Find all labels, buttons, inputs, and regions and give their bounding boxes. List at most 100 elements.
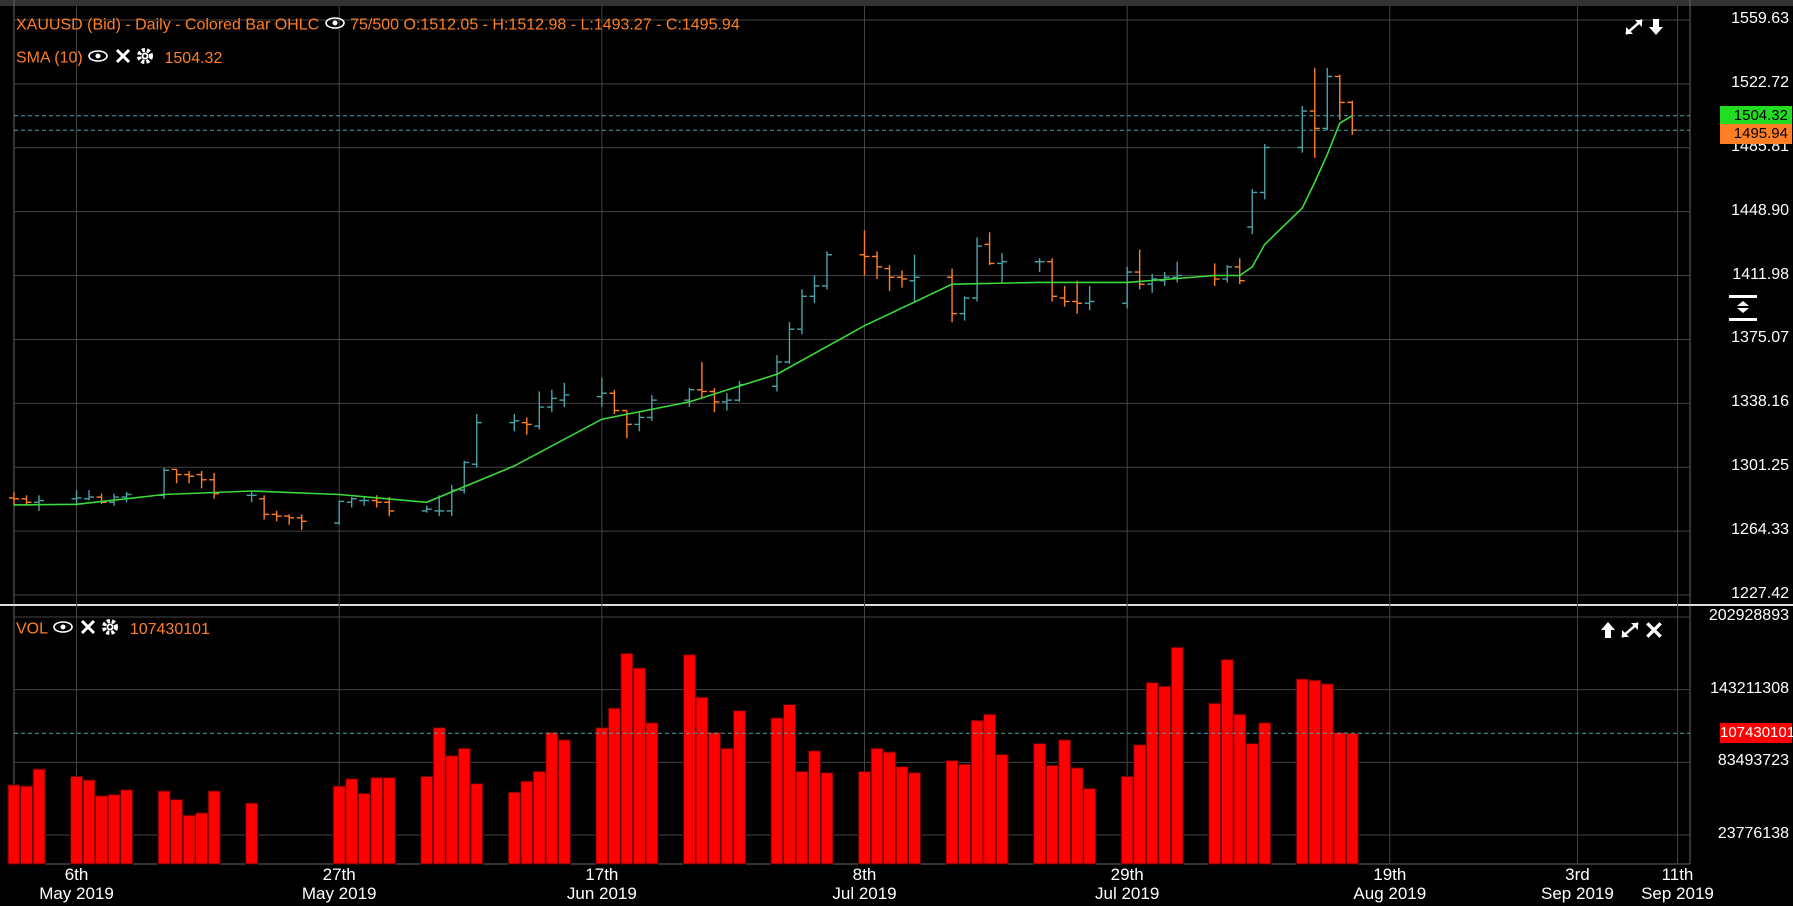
ohlc-bar xyxy=(1234,258,1245,285)
arrow-down-icon[interactable] xyxy=(1648,18,1664,41)
volume-bar xyxy=(1170,646,1184,865)
time-tick-label: 3rd Sep 2019 xyxy=(1532,865,1622,903)
volume-bar xyxy=(795,770,809,865)
close-icon[interactable] xyxy=(114,47,132,70)
time-tick-label: 17th Jun 2019 xyxy=(557,865,647,903)
gear-icon[interactable] xyxy=(101,618,119,641)
ohlc-bar xyxy=(421,505,432,513)
ohlc-bar xyxy=(1134,249,1145,290)
ohlc-bar xyxy=(1072,280,1083,314)
close-icon[interactable] xyxy=(79,618,97,641)
volume-bar xyxy=(983,713,997,865)
volume-bars xyxy=(7,646,1359,865)
price-tick-label: 1559.63 xyxy=(1731,10,1789,27)
ohlc-bar xyxy=(509,413,520,432)
volume-bar xyxy=(507,791,521,865)
ohlc-bar xyxy=(684,388,695,408)
ohlc-bar xyxy=(1322,67,1333,131)
ohlc-bar xyxy=(1047,258,1058,302)
ohlc-bar xyxy=(296,514,307,530)
ohlc-bar xyxy=(334,500,345,525)
volume-bar xyxy=(1295,678,1309,865)
ohlc-bar xyxy=(821,251,832,290)
ohlc-bar xyxy=(1259,143,1270,200)
price-tick-label: 1522.72 xyxy=(1731,73,1789,91)
time-tick-month: May 2019 xyxy=(39,884,114,903)
sma-line xyxy=(13,115,1353,506)
ohlc-bar xyxy=(121,491,132,503)
arrow-up-icon[interactable] xyxy=(1600,621,1616,644)
ohlc-bar xyxy=(972,237,983,302)
volume-tick-label: 83493723 xyxy=(1717,752,1789,770)
volume-bar xyxy=(1220,659,1234,865)
ohlc-bar xyxy=(1247,188,1258,234)
volume-bar xyxy=(1233,713,1247,865)
ohlc-bar xyxy=(384,497,395,517)
expand-icon[interactable] xyxy=(1624,18,1644,41)
volume-bar xyxy=(457,747,471,865)
volume-value: 107430101 xyxy=(129,620,210,638)
volume-bar xyxy=(858,770,872,865)
volume-bar xyxy=(1320,683,1334,865)
ohlc-bar xyxy=(634,412,645,432)
price-panel-controls xyxy=(1624,18,1664,41)
volume-bar xyxy=(1133,744,1147,865)
volume-bar xyxy=(895,766,909,865)
volume-bar xyxy=(607,707,621,865)
price-tick-label: 1338.16 xyxy=(1731,393,1789,411)
volume-bar xyxy=(545,732,559,865)
ohlc-bar xyxy=(984,232,995,266)
ohlc-bar xyxy=(271,510,282,522)
expand-icon[interactable] xyxy=(1620,621,1640,644)
volume-tick-label: 23776138 xyxy=(1717,825,1789,843)
volume-bar xyxy=(107,794,121,865)
eye-icon[interactable] xyxy=(324,16,346,35)
ohlc-bar xyxy=(947,268,958,323)
ohlc-bar xyxy=(346,497,357,508)
ohlc-bar xyxy=(784,322,795,364)
volume-bar xyxy=(182,814,196,865)
time-tick-month: Sep 2019 xyxy=(1541,884,1614,903)
gear-icon[interactable] xyxy=(136,47,154,70)
volume-bar xyxy=(420,775,434,865)
volume-bar xyxy=(1333,732,1347,865)
eye-icon[interactable] xyxy=(87,49,109,68)
time-tick-day: 3rd xyxy=(1565,865,1590,884)
sma-legend: SMA (10) 1504.32 xyxy=(16,47,222,70)
volume-bar xyxy=(520,780,534,865)
volume-bar xyxy=(82,779,96,865)
sma-path xyxy=(13,115,1353,506)
volume-bar xyxy=(1145,682,1159,865)
volume-bar xyxy=(820,772,834,865)
ohlc-bar xyxy=(559,382,570,408)
price-tick-label: 1448.90 xyxy=(1731,201,1789,219)
ohlc-bars xyxy=(9,67,1358,530)
volume-bar xyxy=(370,777,384,865)
ohlc-bar xyxy=(434,495,445,517)
volume-bar xyxy=(1070,767,1084,865)
volume-bar xyxy=(782,704,796,865)
time-tick-day: 17th xyxy=(585,865,619,884)
eye-icon[interactable] xyxy=(52,620,74,639)
volume-bar xyxy=(432,727,446,865)
volume-bar xyxy=(807,750,821,865)
ohlc-bar xyxy=(709,388,720,413)
chart-grid xyxy=(0,0,1793,865)
time-tick-label: 27th May 2019 xyxy=(294,865,384,903)
ohlc-bar xyxy=(1084,285,1095,311)
price-tick-label: 1375.07 xyxy=(1731,329,1789,347)
time-tick-label: 11th Sep 2019 xyxy=(1632,865,1722,903)
volume-bar xyxy=(908,772,922,865)
ohlc-bar xyxy=(859,230,870,276)
scale-toggle-icon[interactable] xyxy=(1727,294,1759,327)
volume-bar xyxy=(645,722,659,865)
ohlc-bar xyxy=(646,394,657,421)
volume-bar xyxy=(1308,679,1322,865)
ohlc-bar xyxy=(997,253,1008,283)
volume-bar xyxy=(382,777,396,865)
volume-panel-controls xyxy=(1600,620,1664,645)
ohlc-bar xyxy=(284,514,295,525)
volume-bar xyxy=(445,755,459,865)
ohlc-bar xyxy=(809,275,820,304)
close-icon[interactable] xyxy=(1644,620,1664,645)
